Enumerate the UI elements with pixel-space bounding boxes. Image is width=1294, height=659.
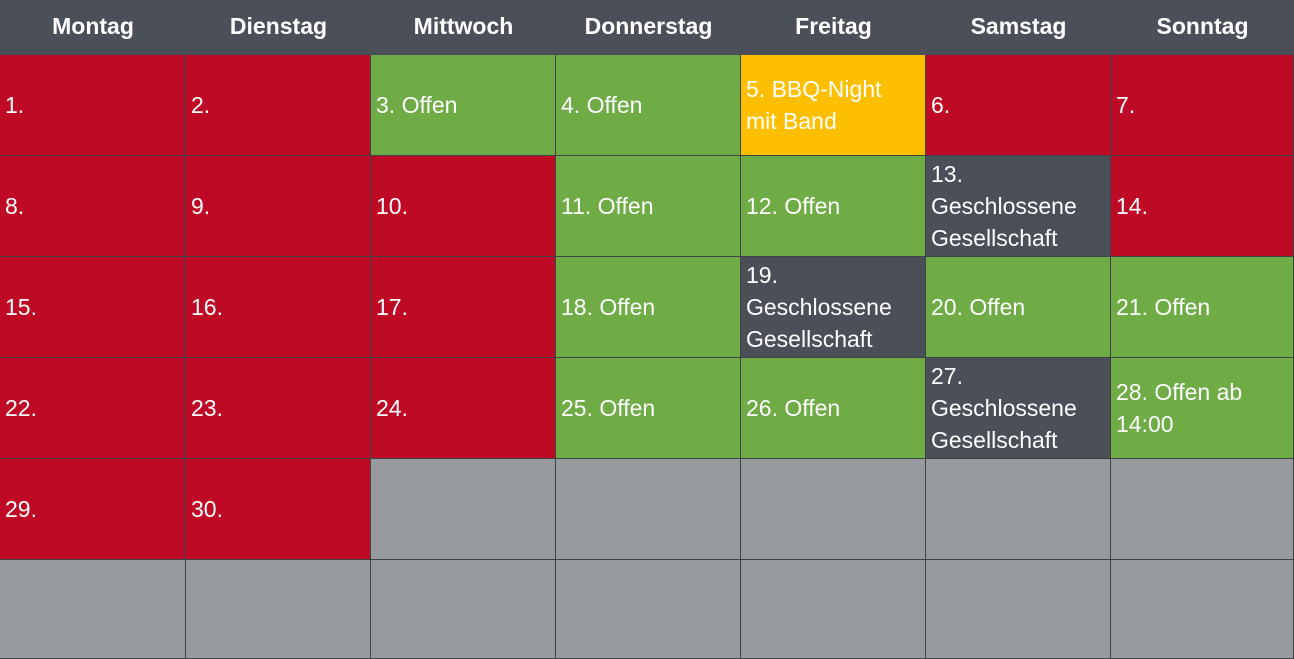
calendar-empty-cell: [926, 560, 1111, 659]
calendar-day-label: 27. Geschlossene Gesellschaft: [931, 363, 1077, 453]
calendar-empty-cell: [741, 459, 926, 560]
calendar-day-cell: 25. Offen: [556, 358, 741, 459]
calendar-day-label: 5. BBQ-Night mit Band: [746, 76, 882, 134]
calendar-day-label: 10.: [376, 193, 408, 219]
calendar-day-cell: 18. Offen: [556, 257, 741, 358]
calendar-day-cell: 6.: [926, 55, 1111, 156]
weekday-header-dienstag: Dienstag: [186, 0, 371, 55]
calendar-day-label: 30.: [191, 496, 223, 522]
weekday-header-mittwoch: Mittwoch: [371, 0, 556, 55]
calendar-day-label: 16.: [191, 294, 223, 320]
calendar-day-cell: 27. Geschlossene Gesellschaft: [926, 358, 1111, 459]
calendar-empty-cell: [1111, 459, 1294, 560]
calendar-day-label: 12. Offen: [746, 193, 841, 219]
calendar-day-label: 21. Offen: [1116, 294, 1211, 320]
weekday-header-sonntag: Sonntag: [1111, 0, 1294, 55]
weekday-header-montag: Montag: [0, 0, 186, 55]
weekday-header-freitag: Freitag: [741, 0, 926, 55]
calendar-day-cell: 8.: [0, 156, 186, 257]
calendar-day-cell: 30.: [186, 459, 371, 560]
calendar-day-label: 26. Offen: [746, 395, 841, 421]
calendar-day-label: 6.: [931, 92, 951, 118]
calendar-day-label: 23.: [191, 395, 223, 421]
calendar-day-cell: 4. Offen: [556, 55, 741, 156]
calendar-day-cell: 3. Offen: [371, 55, 556, 156]
calendar-day-label: 24.: [376, 395, 408, 421]
calendar-day-label: 11. Offen: [561, 193, 654, 219]
calendar-day-label: 25. Offen: [561, 395, 656, 421]
calendar-day-cell: 14.: [1111, 156, 1294, 257]
calendar-day-label: 13. Geschlossene Gesellschaft: [931, 161, 1077, 251]
calendar-day-cell: 11. Offen: [556, 156, 741, 257]
calendar-day-cell: 21. Offen: [1111, 257, 1294, 358]
calendar-empty-cell: [556, 560, 741, 659]
calendar-day-cell: 20. Offen: [926, 257, 1111, 358]
calendar-day-label: 1.: [5, 92, 25, 118]
calendar-day-cell: 22.: [0, 358, 186, 459]
calendar-day-label: 18. Offen: [561, 294, 656, 320]
calendar-day-label: 22.: [5, 395, 37, 421]
calendar-day-label: 7.: [1116, 92, 1136, 118]
calendar-empty-cell: [186, 560, 371, 659]
calendar-day-label: 29.: [5, 496, 37, 522]
calendar-day-cell: 10.: [371, 156, 556, 257]
calendar-day-cell: 2.: [186, 55, 371, 156]
calendar-day-cell: 9.: [186, 156, 371, 257]
calendar-empty-cell: [556, 459, 741, 560]
calendar-day-label: 19. Geschlossene Gesellschaft: [746, 262, 892, 352]
calendar-day-label: 9.: [191, 193, 211, 219]
calendar-day-cell: 26. Offen: [741, 358, 926, 459]
calendar-day-cell: 16.: [186, 257, 371, 358]
calendar-day-label: 28. Offen ab 14:00: [1116, 379, 1243, 437]
calendar-day-label: 2.: [191, 92, 211, 118]
calendar-day-label: 14.: [1116, 193, 1148, 219]
calendar-day-cell: 23.: [186, 358, 371, 459]
weekday-header-samstag: Samstag: [926, 0, 1111, 55]
calendar-day-cell: 5. BBQ-Night mit Band: [741, 55, 926, 156]
weekday-header-donnerstag: Donnerstag: [556, 0, 741, 55]
calendar-day-cell: 29.: [0, 459, 186, 560]
calendar-empty-cell: [1111, 560, 1294, 659]
calendar-empty-cell: [0, 560, 186, 659]
calendar-day-label: 3. Offen: [376, 92, 458, 118]
calendar-day-cell: 13. Geschlossene Gesellschaft: [926, 156, 1111, 257]
calendar-day-cell: 1.: [0, 55, 186, 156]
calendar-day-cell: 24.: [371, 358, 556, 459]
calendar-day-label: 8.: [5, 193, 25, 219]
calendar-day-label: 4. Offen: [561, 92, 643, 118]
calendar-empty-cell: [371, 560, 556, 659]
calendar-empty-cell: [926, 459, 1111, 560]
calendar-day-label: 15.: [5, 294, 37, 320]
calendar-day-label: 17.: [376, 294, 408, 320]
calendar-day-label: 20. Offen: [931, 294, 1026, 320]
calendar-empty-cell: [371, 459, 556, 560]
calendar-day-cell: 28. Offen ab 14:00: [1111, 358, 1294, 459]
calendar-day-cell: 17.: [371, 257, 556, 358]
calendar-day-cell: 15.: [0, 257, 186, 358]
calendar-day-cell: 7.: [1111, 55, 1294, 156]
calendar-empty-cell: [741, 560, 926, 659]
calendar-day-cell: 19. Geschlossene Gesellschaft: [741, 257, 926, 358]
calendar-day-cell: 12. Offen: [741, 156, 926, 257]
